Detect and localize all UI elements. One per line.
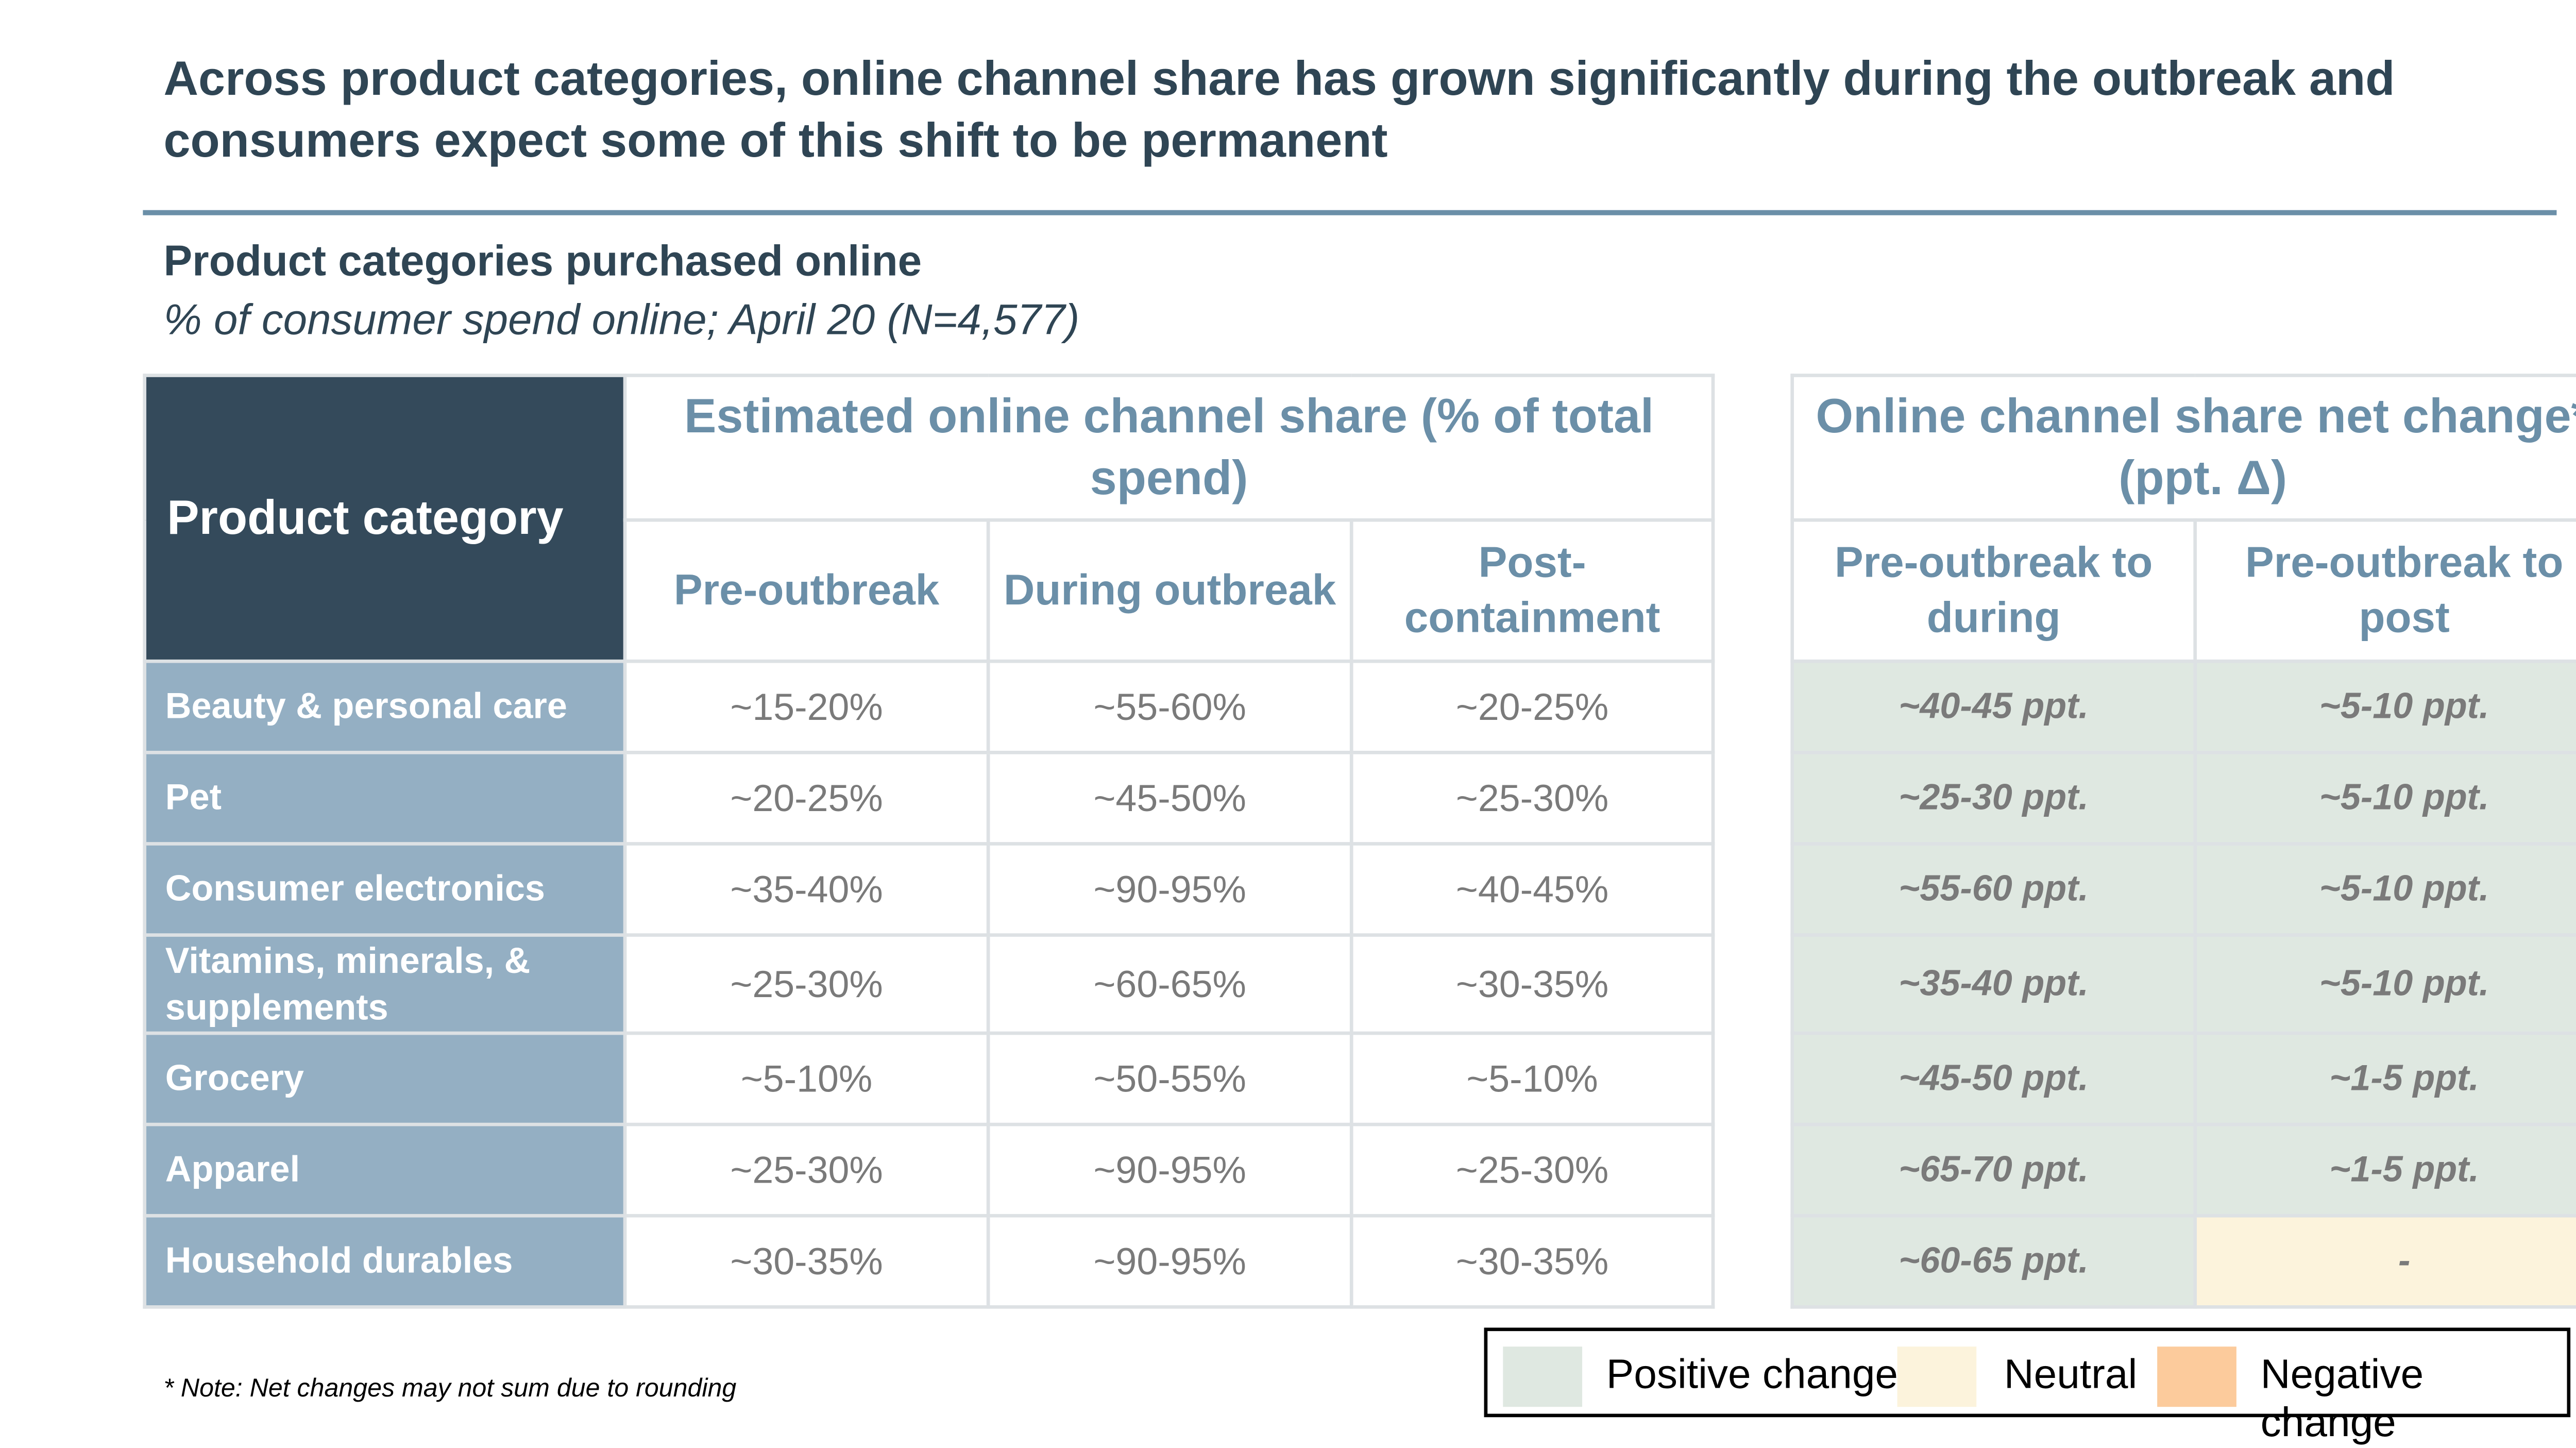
pre-outbreak-value: ~5-10%: [623, 1031, 990, 1126]
column-header-pre-to-post: Pre-outbreak to post: [2193, 518, 2576, 663]
during-outbreak-value: ~60-65%: [986, 933, 1353, 1035]
delta-during-value: ~45-50 ppt.: [1790, 1031, 2197, 1126]
table-row: ~45-50 ppt. ~1-5 ppt.: [1790, 1031, 2576, 1126]
delta-during-value: ~60-65 ppt.: [1790, 1214, 2197, 1309]
delta-during-value: ~55-60 ppt.: [1790, 842, 2197, 937]
pre-outbreak-value: ~25-30%: [623, 933, 990, 1035]
pre-outbreak-value: ~15-20%: [623, 659, 990, 754]
row-label: Vitamins, minerals, & supplements: [143, 933, 627, 1035]
footnote: * Note: Net changes may not sum due to r…: [163, 1374, 737, 1404]
during-outbreak-value: ~90-95%: [986, 842, 1353, 937]
table-row: ~60-65 ppt. -: [1790, 1214, 2576, 1309]
post-containment-value: ~40-45%: [1349, 842, 1715, 937]
during-outbreak-value: ~90-95%: [986, 1214, 1353, 1309]
post-containment-value: ~20-25%: [1349, 659, 1715, 754]
delta-post-value: ~5-10 ppt.: [2193, 933, 2576, 1035]
delta-post-value: ~5-10 ppt.: [2193, 659, 2576, 754]
pre-outbreak-value: ~25-30%: [623, 1122, 990, 1218]
table-row: Household durables ~30-35% ~90-95% ~30-3…: [143, 1214, 1715, 1309]
online-share-table: Product category Estimated online channe…: [143, 374, 1715, 1309]
net-change-group-header: Online channel share net change* (ppt. Δ…: [1790, 374, 2576, 522]
column-header-pre-to-during: Pre-outbreak to during: [1790, 518, 2197, 663]
legend: Positive change Neutral Negative change: [1484, 1327, 2571, 1446]
delta-during-value: ~40-45 ppt.: [1790, 659, 2197, 754]
column-header-pre-outbreak: Pre-outbreak: [623, 518, 990, 663]
chart-description: % of consumer spend online; April 20 (N=…: [163, 296, 1080, 345]
legend-swatch-negative: [2157, 1346, 2236, 1407]
legend-label-positive: Positive change: [1606, 1352, 1899, 1399]
legend-swatch-neutral: [1897, 1346, 1977, 1407]
post-containment-value: ~30-35%: [1349, 933, 1715, 1035]
delta-during-value: ~65-70 ppt.: [1790, 1122, 2197, 1218]
during-outbreak-value: ~90-95%: [986, 1122, 1353, 1218]
during-outbreak-value: ~55-60%: [986, 659, 1353, 754]
post-containment-value: ~25-30%: [1349, 1122, 1715, 1218]
table-row: ~65-70 ppt. ~1-5 ppt.: [1790, 1122, 2576, 1218]
pre-outbreak-value: ~30-35%: [623, 1214, 990, 1309]
post-containment-value: ~5-10%: [1349, 1031, 1715, 1126]
table-row: Grocery ~5-10% ~50-55% ~5-10%: [143, 1031, 1715, 1126]
title-divider: [143, 210, 2557, 215]
net-change-table: Online channel share net change* (ppt. Δ…: [1790, 374, 2576, 1309]
table-row: Vitamins, minerals, & supplements ~25-30…: [143, 933, 1715, 1035]
row-label: Household durables: [143, 1214, 627, 1309]
delta-post-value: ~1-5 ppt.: [2193, 1031, 2576, 1126]
row-label: Beauty & personal care: [143, 659, 627, 754]
delta-during-value: ~25-30 ppt.: [1790, 750, 2197, 846]
chart-subtitle: Product categories purchased online: [163, 238, 922, 286]
row-label: Grocery: [143, 1031, 627, 1126]
table-row: ~35-40 ppt. ~5-10 ppt.: [1790, 933, 2576, 1035]
legend-label-neutral: Neutral: [2004, 1352, 2138, 1399]
delta-during-value: ~35-40 ppt.: [1790, 933, 2197, 1035]
pre-outbreak-value: ~20-25%: [623, 750, 990, 846]
delta-post-value: ~1-5 ppt.: [2193, 1122, 2576, 1218]
delta-post-value: -: [2193, 1214, 2576, 1309]
table-row: ~40-45 ppt. ~5-10 ppt.: [1790, 659, 2576, 754]
post-containment-value: ~30-35%: [1349, 1214, 1715, 1309]
online-share-group-header: Estimated online channel share (% of tot…: [623, 374, 1715, 522]
during-outbreak-value: ~50-55%: [986, 1031, 1353, 1126]
column-header-post-containment: Post-containment: [1349, 518, 1715, 663]
delta-post-value: ~5-10 ppt.: [2193, 750, 2576, 846]
page-title: Across product categories, online channe…: [163, 52, 2395, 167]
row-label: Consumer electronics: [143, 842, 627, 937]
table-row: Consumer electronics ~35-40% ~90-95% ~40…: [143, 842, 1715, 937]
product-category-header: Product category: [143, 374, 627, 663]
table-row: Pet ~20-25% ~45-50% ~25-30%: [143, 750, 1715, 846]
pre-outbreak-value: ~35-40%: [623, 842, 990, 937]
table-row: Apparel ~25-30% ~90-95% ~25-30%: [143, 1122, 1715, 1218]
delta-post-value: ~5-10 ppt.: [2193, 842, 2576, 937]
legend-swatch-positive: [1503, 1346, 1583, 1407]
during-outbreak-value: ~45-50%: [986, 750, 1353, 846]
post-containment-value: ~25-30%: [1349, 750, 1715, 846]
table-row: ~25-30 ppt. ~5-10 ppt.: [1790, 750, 2576, 846]
table-row: ~55-60 ppt. ~5-10 ppt.: [1790, 842, 2576, 937]
column-header-during-outbreak: During outbreak: [986, 518, 1353, 663]
row-label: Pet: [143, 750, 627, 846]
legend-label-negative: Negative change: [2260, 1352, 2424, 1447]
table-row: Beauty & personal care ~15-20% ~55-60% ~…: [143, 659, 1715, 754]
row-label: Apparel: [143, 1122, 627, 1218]
